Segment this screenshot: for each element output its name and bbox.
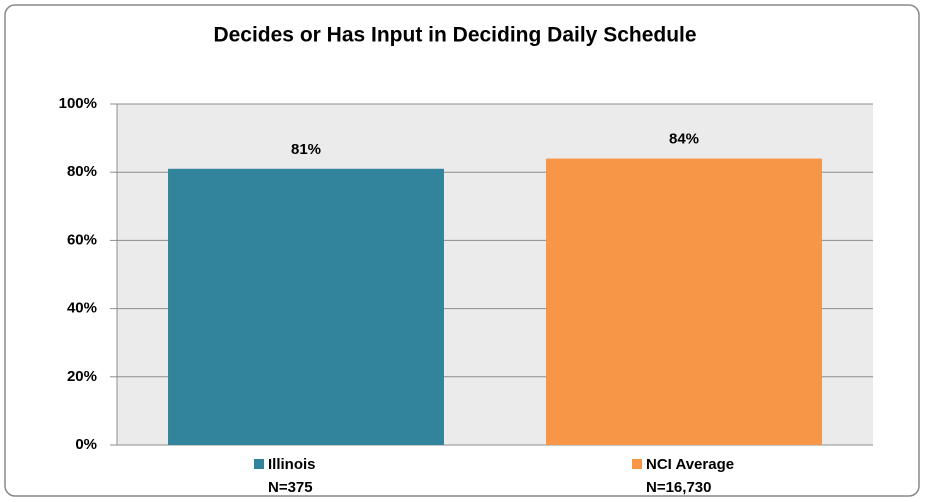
y-tick-label: 80% (67, 163, 97, 180)
y-tick-label: 0% (75, 436, 97, 453)
y-tick-label: 100% (59, 95, 97, 112)
chart-title: Decides or Has Input in Deciding Daily S… (213, 24, 696, 47)
legend-swatch (254, 459, 264, 469)
bar (168, 168, 444, 446)
x-tick-label: NCI Average (646, 456, 734, 473)
x-tick-label: Illinois (268, 456, 316, 473)
sample-size: N=375 (268, 479, 313, 496)
value-label: 81% (291, 141, 321, 158)
bar (546, 158, 822, 445)
legend-swatch (632, 459, 642, 469)
y-tick-label: 60% (67, 231, 97, 248)
value-label: 84% (669, 131, 699, 148)
y-tick-label: 20% (67, 368, 97, 385)
sample-size: N=16,730 (646, 479, 711, 496)
y-tick-label: 40% (67, 300, 97, 317)
